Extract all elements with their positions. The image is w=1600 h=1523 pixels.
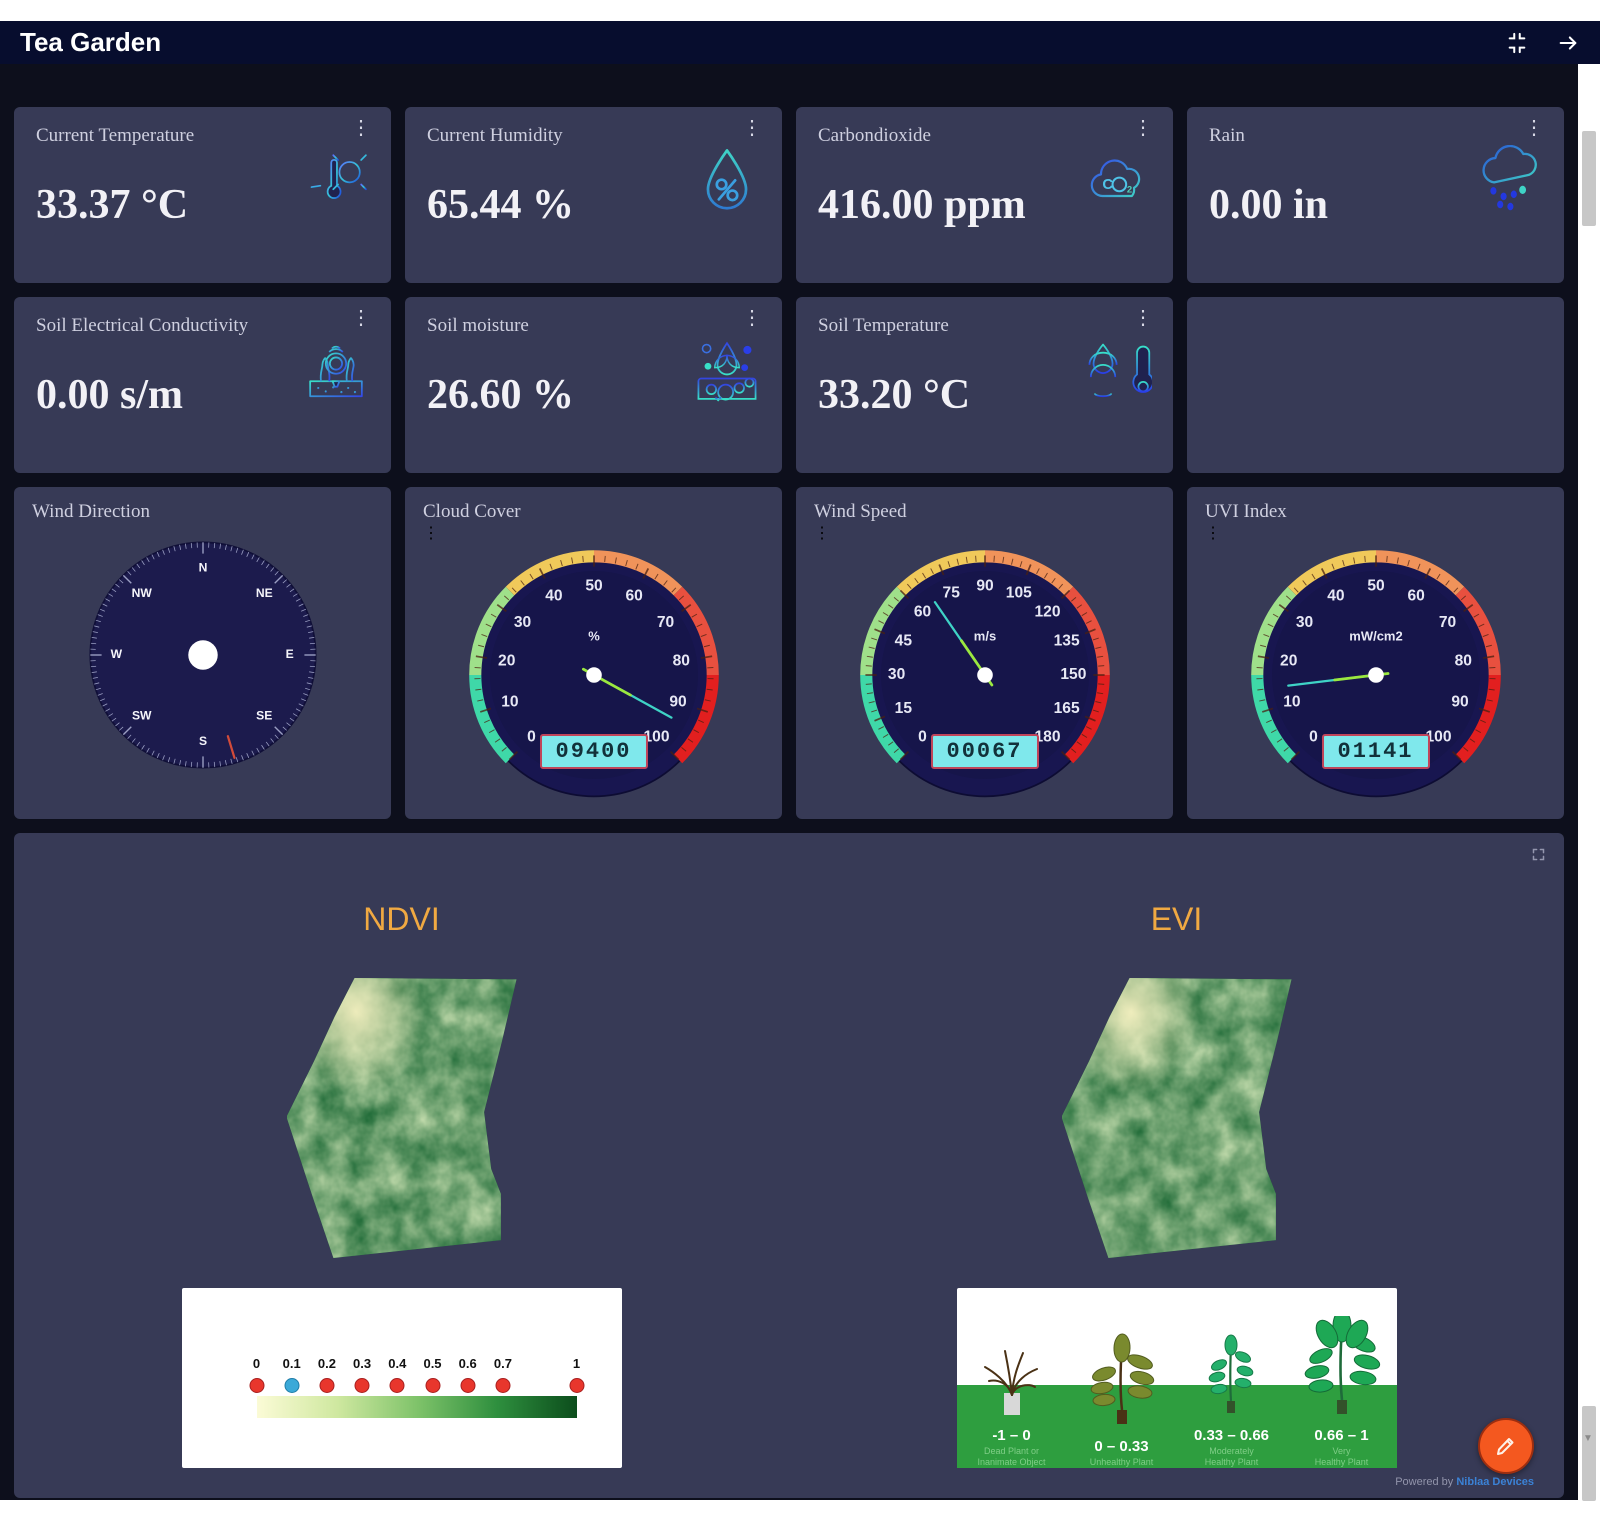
svg-text:70: 70	[656, 614, 674, 631]
svg-text:75: 75	[942, 584, 960, 601]
svg-text:50: 50	[1367, 578, 1385, 595]
svg-text:105: 105	[1005, 584, 1031, 601]
svg-text:NW: NW	[131, 586, 152, 600]
svg-text:m/s: m/s	[973, 628, 995, 643]
svg-text:40: 40	[1327, 587, 1345, 604]
svg-text:40: 40	[545, 587, 563, 604]
svg-text:135: 135	[1053, 632, 1079, 649]
svg-text:165: 165	[1053, 700, 1079, 717]
svg-text:%: %	[588, 628, 600, 643]
svg-text:2: 2	[1127, 185, 1132, 196]
svg-text:70: 70	[1438, 614, 1456, 631]
svg-text:10: 10	[501, 693, 519, 710]
svg-text:20: 20	[1280, 652, 1298, 669]
svg-text:0: 0	[527, 729, 536, 746]
svg-text:50: 50	[585, 578, 603, 595]
svg-text:60: 60	[913, 604, 931, 621]
svg-text:S: S	[198, 734, 206, 748]
svg-text:SW: SW	[131, 708, 151, 722]
svg-text:SE: SE	[256, 708, 272, 722]
svg-text:10: 10	[1283, 693, 1301, 710]
svg-text:0: 0	[1309, 729, 1318, 746]
svg-text:60: 60	[1407, 587, 1425, 604]
svg-text:NE: NE	[255, 586, 272, 600]
svg-text:45: 45	[894, 632, 912, 649]
svg-text:60: 60	[625, 587, 643, 604]
svg-text:30: 30	[1295, 614, 1313, 631]
svg-text:150: 150	[1060, 666, 1086, 683]
svg-text:15: 15	[894, 700, 912, 717]
svg-text:W: W	[110, 647, 122, 661]
svg-text:mW/cm2: mW/cm2	[1349, 628, 1402, 643]
svg-text:N: N	[198, 561, 207, 575]
svg-text:20: 20	[498, 652, 516, 669]
svg-text:90: 90	[1451, 693, 1469, 710]
svg-text:80: 80	[672, 652, 690, 669]
svg-text:30: 30	[887, 666, 905, 683]
svg-text:90: 90	[669, 693, 687, 710]
svg-text:90: 90	[976, 578, 994, 595]
svg-text:E: E	[285, 647, 293, 661]
svg-text:80: 80	[1454, 652, 1472, 669]
svg-text:120: 120	[1034, 604, 1060, 621]
svg-text:30: 30	[513, 614, 531, 631]
svg-text:0: 0	[918, 729, 927, 746]
